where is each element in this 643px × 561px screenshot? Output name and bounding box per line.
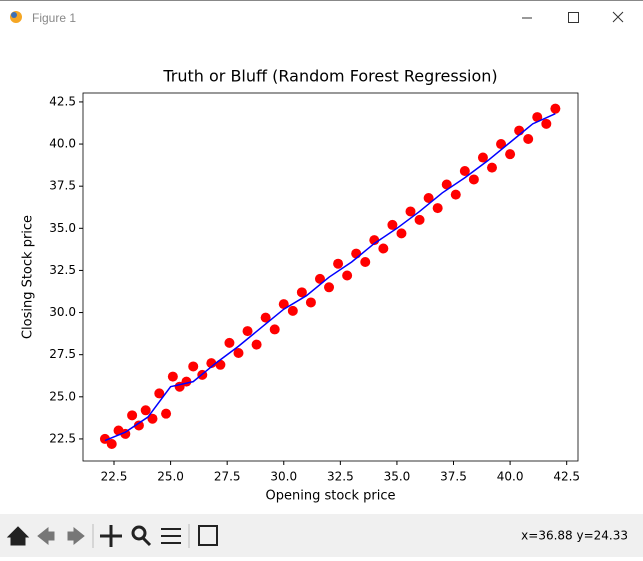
back-button[interactable] (37, 526, 55, 546)
scatter-point (523, 134, 534, 144)
scatter-point (387, 219, 398, 230)
scatter-point (459, 166, 470, 177)
scatter-point (423, 192, 434, 203)
x-axis-label: Opening stock price (266, 489, 396, 504)
scatter-point (215, 359, 226, 370)
scatter-point (550, 103, 561, 114)
app-icon (10, 11, 22, 23)
x-tick-label: 32.5 (327, 470, 354, 484)
chart-title: Truth or Bluff (Random Forest Regression… (162, 67, 497, 86)
x-tick-label: 42.5 (553, 470, 580, 484)
scatter-point (351, 248, 362, 259)
close-button[interactable] (612, 11, 624, 23)
axes-frame (82, 92, 579, 462)
scatter-point (496, 139, 507, 150)
forward-button[interactable] (67, 526, 85, 546)
x-tick-label: 35.0 (384, 470, 411, 484)
scatter-point (154, 388, 165, 399)
scatter-point (441, 179, 452, 190)
x-tick-label: 27.5 (214, 470, 241, 484)
zoom-button[interactable] (131, 525, 147, 541)
scatter-point (278, 299, 289, 310)
scatter-point (324, 282, 335, 293)
scatter-point (251, 339, 262, 350)
x-tick-label: 22.5 (101, 470, 128, 484)
maximize-button[interactable] (568, 12, 579, 23)
save-button[interactable] (198, 525, 218, 546)
scatter-point (378, 243, 389, 254)
scatter-point (127, 410, 138, 421)
y-tick-label: 35.0 (49, 221, 76, 235)
scatter-point (414, 214, 425, 225)
scatter-point (224, 337, 235, 348)
status-text: x=36.88 y=24.33 (521, 529, 628, 543)
scatter-point (486, 162, 497, 173)
scatter-point (140, 405, 151, 416)
scatter-point (242, 326, 253, 337)
scatter-point (541, 118, 552, 129)
scatter-point (161, 408, 172, 419)
scatter-point (505, 149, 516, 160)
regression-line (104, 113, 556, 442)
configure-button[interactable] (161, 528, 181, 544)
scatter-point (106, 438, 117, 449)
scatter-point (333, 258, 344, 269)
window-border (0, 0, 643, 1)
scatter-point (287, 305, 298, 316)
home-button[interactable] (6, 526, 30, 546)
y-tick-label: 30.0 (49, 305, 76, 319)
y-axis-label: Closing Stock price (21, 215, 36, 339)
x-tick-label: 30.0 (270, 470, 297, 484)
scatter-point (405, 206, 416, 217)
y-tick-label: 40.0 (49, 137, 76, 151)
x-tick-label: 40.0 (497, 470, 524, 484)
x-tick-label: 37.5 (440, 470, 467, 484)
y-tick-label: 32.5 (49, 263, 76, 277)
scatter-point (188, 361, 199, 372)
scatter-point (269, 324, 280, 335)
zoom-handle (141, 536, 152, 547)
scatter-point (147, 413, 158, 424)
scatter-point (532, 112, 543, 123)
window-title: Figure 1 (32, 11, 76, 25)
scatter-point (167, 371, 178, 382)
scatter-point (305, 297, 316, 308)
x-tick-label: 25.0 (157, 470, 184, 484)
pan-button[interactable] (100, 525, 122, 547)
scatter-point (396, 228, 407, 239)
y-tick-label: 37.5 (49, 179, 76, 193)
scatter-point (432, 203, 443, 214)
y-tick-label: 42.5 (49, 94, 76, 108)
scatter-point (133, 420, 144, 431)
scatter-point (342, 270, 353, 281)
scatter-point (468, 174, 479, 185)
y-tick-label: 27.5 (49, 347, 76, 361)
scatter-point (360, 257, 371, 268)
scatter-point (477, 152, 488, 163)
y-tick-label: 25.0 (49, 389, 76, 403)
toolbar-icons (6, 524, 218, 548)
scatter-point (314, 273, 325, 284)
scatter-point (233, 347, 244, 358)
y-tick-label: 22.5 (49, 431, 76, 445)
scatter-point (296, 287, 307, 298)
scatter-point (450, 189, 461, 200)
scatter-point (260, 312, 271, 323)
